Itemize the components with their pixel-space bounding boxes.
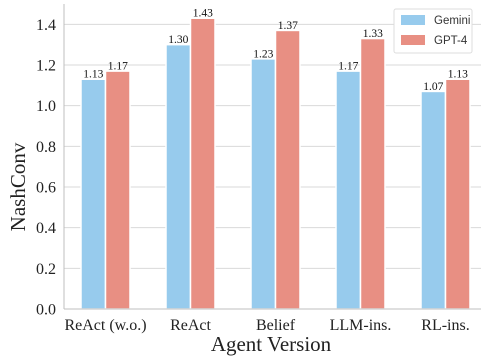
- x-tick-label-0: ReAct (w.o.): [64, 317, 146, 334]
- bar-gemini-0: [80, 78, 107, 310]
- bar-gpt-4-2: [274, 29, 301, 310]
- y-tick-label-7: 1.4: [36, 17, 56, 34]
- y-axis-title: NashConv: [6, 142, 30, 231]
- data-label-gemini-4: 1.07: [423, 81, 443, 93]
- y-tick-label-6: 1.2: [36, 58, 56, 75]
- bar-gpt-4-1: [189, 17, 216, 310]
- bar-gpt-4-3: [359, 37, 386, 310]
- x-tick-label-4: RL-ins.: [421, 317, 469, 334]
- x-tick-label-2: Belief: [256, 317, 296, 334]
- y-tick-label-0: 0.0: [36, 302, 56, 319]
- y-tick-label-1: 0.2: [36, 261, 56, 278]
- bar-gpt-4-4: [444, 78, 471, 310]
- legend: Gemini GPT-4: [393, 8, 473, 54]
- legend-label-gpt-4: GPT-4: [434, 35, 468, 47]
- y-tick-label-4: 0.8: [36, 139, 56, 156]
- data-label-gemini-0: 1.13: [83, 69, 103, 81]
- data-label-gpt-4-1: 1.43: [193, 8, 213, 20]
- x-tick-labels: ReAct (w.o.) ReAct Belief LLM-ins. RL-ins.: [64, 317, 469, 334]
- bar-gemini-4: [420, 90, 447, 310]
- data-label-gemini-2: 1.23: [253, 48, 273, 60]
- x-tick-label-1: ReAct: [170, 317, 211, 334]
- data-label-gpt-4-0: 1.17: [108, 61, 128, 73]
- bar-gemini-2: [250, 58, 277, 310]
- bar-gpt-4-0: [104, 70, 131, 310]
- x-tick-label-3: LLM-ins.: [330, 317, 392, 334]
- data-label-gpt-4-4: 1.13: [448, 69, 468, 81]
- y-tick-label-5: 1.0: [36, 98, 56, 115]
- data-label-gemini-3: 1.17: [338, 61, 358, 73]
- legend-label-gemini: Gemini: [434, 15, 470, 27]
- legend-swatch-gemini: [401, 15, 425, 25]
- bars: [80, 17, 471, 310]
- y-tick-label-3: 0.6: [36, 180, 56, 197]
- y-tick-labels: 0.0 0.2 0.4 0.6 0.8 1.0 1.2 1.4: [36, 17, 56, 319]
- bar-gemini-3: [335, 70, 362, 310]
- data-labels: 1.13 1.17 1.30 1.43 1.23 1.37 1.17 1.33 1.07 1.13: [83, 8, 468, 93]
- data-label-gpt-4-3: 1.33: [363, 28, 383, 40]
- data-label-gpt-4-2: 1.37: [278, 20, 298, 32]
- x-axis-title: Agent Version: [211, 332, 332, 356]
- bar-gemini-1: [165, 43, 192, 310]
- axes: [63, 4, 481, 310]
- y-tick-label-2: 0.4: [36, 220, 56, 237]
- data-label-gemini-1: 1.30: [168, 34, 188, 46]
- legend-swatch-gpt-4: [401, 35, 425, 45]
